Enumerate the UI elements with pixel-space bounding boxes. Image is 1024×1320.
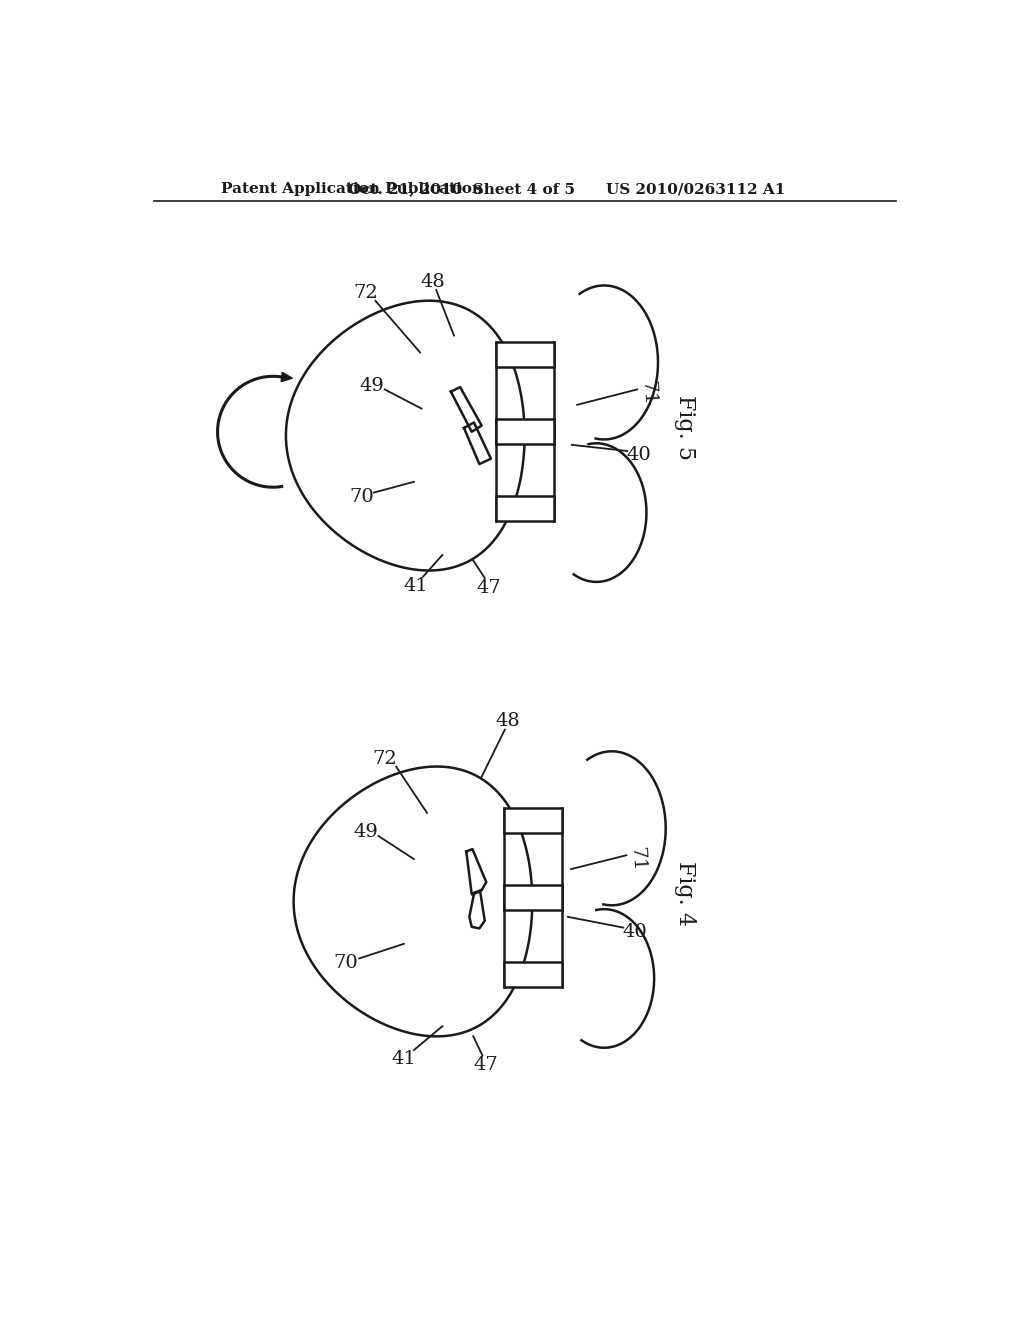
Text: 47: 47 [476,579,501,597]
Text: 48: 48 [496,711,520,730]
Polygon shape [282,372,293,381]
Bar [497,342,554,367]
Text: Oct. 21, 2010  Sheet 4 of 5: Oct. 21, 2010 Sheet 4 of 5 [348,182,575,197]
Text: 47: 47 [474,1056,499,1073]
Text: 72: 72 [373,750,397,768]
Text: 71: 71 [628,846,647,873]
Text: 40: 40 [627,446,651,463]
Text: 49: 49 [359,376,385,395]
Text: 71: 71 [638,380,657,407]
Text: Fig. 4: Fig. 4 [674,861,696,927]
Text: 72: 72 [354,284,379,302]
Text: 70: 70 [349,488,374,506]
Polygon shape [469,891,484,928]
Bar [504,886,562,909]
Bar [504,962,562,987]
Bar [497,420,554,444]
Polygon shape [466,849,486,894]
Bar [497,496,554,521]
Polygon shape [451,387,481,432]
Text: Fig. 5: Fig. 5 [674,396,696,461]
Text: 40: 40 [623,923,647,941]
Text: 70: 70 [334,954,358,972]
Text: Patent Application Publication: Patent Application Publication [221,182,483,197]
Text: US 2010/0263112 A1: US 2010/0263112 A1 [605,182,785,197]
Text: 48: 48 [420,273,444,290]
Text: 41: 41 [391,1051,417,1068]
Polygon shape [464,422,490,465]
Text: 41: 41 [403,577,428,595]
Bar [504,808,562,833]
Text: 49: 49 [353,824,378,841]
